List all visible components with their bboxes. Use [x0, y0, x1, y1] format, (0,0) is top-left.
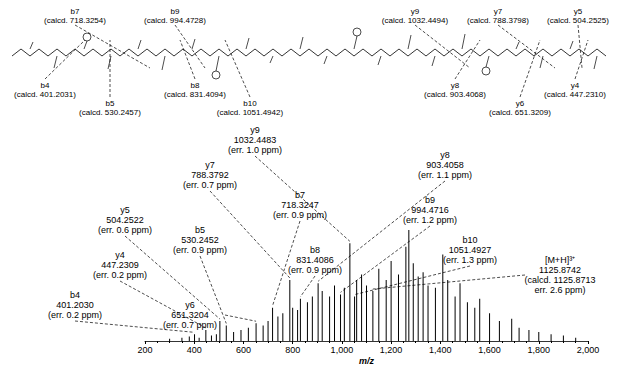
svg-text:600: 600	[236, 345, 251, 355]
svg-text:(err. 0.2 ppm): (err. 0.2 ppm)	[93, 270, 147, 280]
svg-text:718.3247: 718.3247	[281, 200, 319, 210]
svg-text:(err. 1.2 ppm): (err. 1.2 ppm)	[403, 215, 457, 225]
svg-text:(err. 0.6 ppm): (err. 0.6 ppm)	[98, 225, 152, 235]
svg-text:(err. 1.1 ppm): (err. 1.1 ppm)	[418, 170, 472, 180]
svg-text:1125.8742: 1125.8742	[539, 265, 581, 275]
svg-text:1,400: 1,400	[429, 345, 452, 355]
svg-text:1,200: 1,200	[380, 345, 403, 355]
svg-text:(err. 1.3 ppm): (err. 1.3 ppm)	[443, 255, 497, 265]
svg-text:2,000: 2,000	[577, 345, 600, 355]
svg-text:400: 400	[187, 345, 202, 355]
svg-text:b8: b8	[310, 245, 320, 255]
svg-text:y8(calcd. 903.4068): y8(calcd. 903.4068)	[424, 81, 486, 99]
svg-text:831.4086: 831.4086	[296, 255, 334, 265]
svg-text:651.3204: 651.3204	[171, 310, 209, 320]
svg-text:788.3792: 788.3792	[191, 170, 229, 180]
svg-text:1,000: 1,000	[331, 345, 354, 355]
svg-text:y9: y9	[250, 125, 260, 135]
svg-text:(err. 0.9 ppm): (err. 0.9 ppm)	[273, 210, 327, 220]
svg-text:[M+H]³⁺: [M+H]³⁺	[545, 255, 575, 265]
svg-text:b5: b5	[195, 225, 205, 235]
svg-text:b4: b4	[70, 290, 80, 300]
svg-text:(err. 0.2 ppm): (err. 0.2 ppm)	[48, 310, 102, 320]
svg-text:1051.4927: 1051.4927	[449, 245, 492, 255]
svg-text:y5(calcd. 504.2525): y5(calcd. 504.2525)	[547, 7, 609, 25]
svg-text:447.2309: 447.2309	[101, 260, 139, 270]
svg-text:b7(calcd. 718.3254): b7(calcd. 718.3254)	[44, 7, 106, 25]
svg-text:(calcd. 1125.8713: (calcd. 1125.8713	[525, 275, 596, 285]
svg-text:(err. 0.7 ppm): (err. 0.7 ppm)	[183, 180, 237, 190]
svg-text:b10: b10	[462, 235, 477, 245]
svg-text:b8(calcd. 831.4094): b8(calcd. 831.4094)	[164, 81, 226, 99]
svg-text:b5(calcd. 530.2457): b5(calcd. 530.2457)	[79, 99, 141, 117]
svg-text:1,800: 1,800	[528, 345, 551, 355]
svg-text:(err. 0.9 ppm): (err. 0.9 ppm)	[173, 245, 227, 255]
svg-text:err. 2.6 ppm): err. 2.6 ppm)	[534, 285, 585, 295]
svg-text:903.4058: 903.4058	[426, 160, 464, 170]
svg-text:(err. 1.0 ppm): (err. 1.0 ppm)	[228, 145, 282, 155]
svg-text:y8: y8	[440, 150, 450, 160]
svg-text:530.2452: 530.2452	[181, 235, 219, 245]
svg-text:y9(calcd. 1032.4494): y9(calcd. 1032.4494)	[382, 7, 449, 25]
svg-text:b4(calcd. 401.2031): b4(calcd. 401.2031)	[14, 81, 76, 99]
svg-text:504.2522: 504.2522	[106, 215, 144, 225]
svg-text:b9(calcd. 994.4728): b9(calcd. 994.4728)	[144, 7, 206, 25]
svg-text:1,600: 1,600	[478, 345, 501, 355]
svg-text:(err. 0.9 ppm): (err. 0.9 ppm)	[288, 265, 342, 275]
svg-text:b10(calcd. 1051.4942): b10(calcd. 1051.4942)	[217, 99, 284, 117]
svg-text:1032.4483: 1032.4483	[234, 135, 277, 145]
svg-text:m/z: m/z	[359, 356, 375, 366]
svg-text:y7: y7	[205, 160, 215, 170]
svg-text:994.4716: 994.4716	[411, 205, 449, 215]
svg-text:y6: y6	[185, 300, 195, 310]
svg-text:(err. 0.7 ppm): (err. 0.7 ppm)	[163, 320, 217, 330]
svg-text:b7: b7	[295, 190, 305, 200]
svg-text:y4(calcd. 447.2310): y4(calcd. 447.2310)	[544, 81, 606, 99]
svg-text:800: 800	[285, 345, 300, 355]
svg-text:y6(calcd. 651.3209): y6(calcd. 651.3209)	[489, 99, 551, 117]
svg-text:b9: b9	[425, 195, 435, 205]
svg-text:y7(calcd. 788.3798): y7(calcd. 788.3798)	[467, 7, 529, 25]
svg-text:y4: y4	[115, 250, 125, 260]
svg-text:y5: y5	[120, 205, 130, 215]
svg-text:200: 200	[137, 345, 152, 355]
svg-text:401.2030: 401.2030	[56, 300, 94, 310]
